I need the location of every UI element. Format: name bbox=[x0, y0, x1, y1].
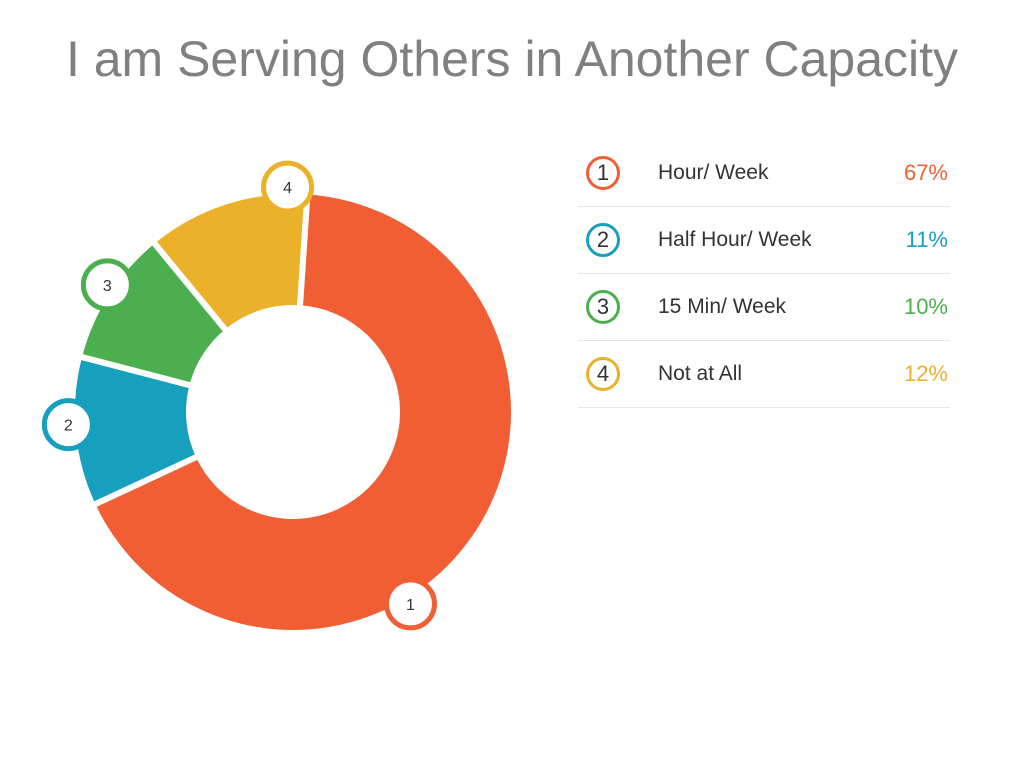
legend-value-1: 67% bbox=[903, 160, 948, 185]
slice-badge-circle-1 bbox=[383, 577, 437, 631]
slice-badge-label-2: 2 bbox=[64, 418, 73, 435]
legend-badge-1: 1 bbox=[586, 156, 620, 190]
legend-badge-2: 2 bbox=[586, 223, 620, 257]
legend-value-2: 11% bbox=[905, 227, 948, 252]
slice-badge-label-1: 1 bbox=[406, 597, 415, 614]
donut-slice-1 bbox=[88, 188, 517, 636]
slice-badge-2: 2 bbox=[41, 398, 95, 452]
legend-value-3: 10% bbox=[903, 294, 948, 319]
legend: 1 Hour/ Week 67% 2 Half Hour/ Week 11% 3… bbox=[578, 140, 950, 408]
slice-badge-circle-4 bbox=[261, 160, 315, 214]
slice-badge-1: 1 bbox=[383, 577, 437, 631]
legend-value-4: 12% bbox=[903, 361, 948, 386]
slice-badge-3: 3 bbox=[80, 258, 134, 312]
legend-item-3: 3 15 Min/ Week 10% bbox=[578, 274, 950, 341]
legend-badge-3: 3 bbox=[586, 290, 620, 324]
legend-item-4: 4 Not at All 12% bbox=[578, 341, 950, 408]
legend-item-1: 1 Hour/ Week 67% bbox=[578, 140, 950, 207]
legend-badge-4: 4 bbox=[586, 357, 620, 391]
slice-badge-label-4: 4 bbox=[283, 180, 292, 197]
legend-item-2: 2 Half Hour/ Week 11% bbox=[578, 207, 950, 274]
legend-label-3: 15 Min/ Week bbox=[658, 295, 786, 318]
legend-label-4: Not at All bbox=[658, 362, 743, 385]
legend-label-1: Hour/ Week bbox=[658, 161, 769, 184]
slice-badge-label-3: 3 bbox=[103, 278, 112, 295]
slice-badge-circle-3 bbox=[80, 258, 134, 312]
chart-title: I am Serving Others in Another Capacity bbox=[65, 31, 959, 87]
slice-badge-circle-2 bbox=[41, 398, 95, 452]
legend-label-2: Half Hour/ Week bbox=[658, 228, 812, 251]
slice-badge-4: 4 bbox=[261, 160, 315, 214]
